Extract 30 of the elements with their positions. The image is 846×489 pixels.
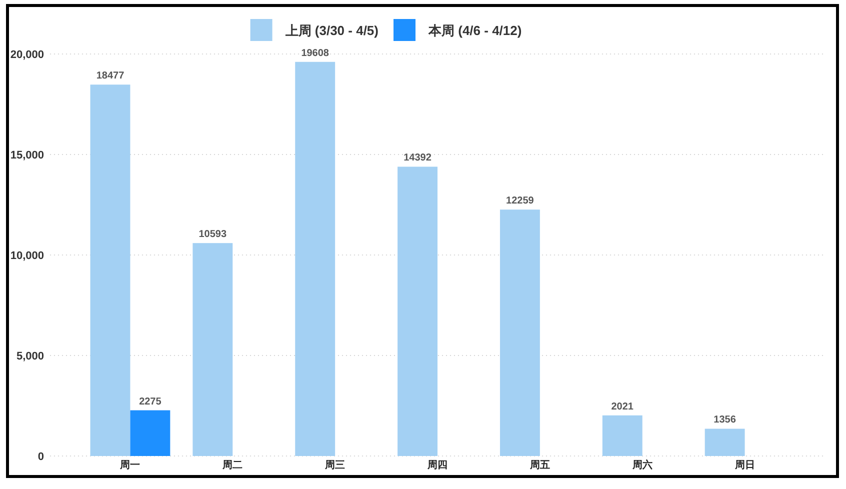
bar xyxy=(500,210,540,456)
bar xyxy=(398,166,438,456)
data-label: 14392 xyxy=(404,152,432,164)
x-tick-label: 周六 xyxy=(631,459,652,471)
data-label: 12259 xyxy=(506,196,534,207)
bar xyxy=(90,84,130,456)
data-label: 2275 xyxy=(139,396,162,408)
x-tick-label: 周五 xyxy=(528,459,550,471)
bar xyxy=(704,428,745,456)
data-label: 2021 xyxy=(611,401,634,412)
x-tick-label: 周三 xyxy=(324,459,346,471)
x-tick-label: 周四 xyxy=(426,459,448,471)
bar xyxy=(295,62,336,456)
data-label: 18477 xyxy=(96,70,125,82)
y-tick-label: 15,000 xyxy=(10,150,44,162)
bar xyxy=(602,415,642,456)
x-tick-label: 周日 xyxy=(734,459,755,471)
x-tick-label: 周二 xyxy=(222,459,243,471)
data-label: 19608 xyxy=(301,48,330,59)
y-tick-label: 20,000 xyxy=(10,49,44,61)
bar xyxy=(130,410,170,456)
data-label: 1356 xyxy=(714,414,736,426)
legend-label: 本周 (4/6 - 4/12) xyxy=(428,23,522,38)
bar xyxy=(192,243,233,456)
y-tick-label: 10,000 xyxy=(10,250,44,262)
legend-label: 上周 (3/30 - 4/5) xyxy=(284,23,378,38)
y-tick-label: 5,000 xyxy=(16,350,44,362)
x-tick-label: 周一 xyxy=(119,459,140,471)
data-label: 10593 xyxy=(198,229,228,240)
y-tick-label: 0 xyxy=(38,451,44,463)
